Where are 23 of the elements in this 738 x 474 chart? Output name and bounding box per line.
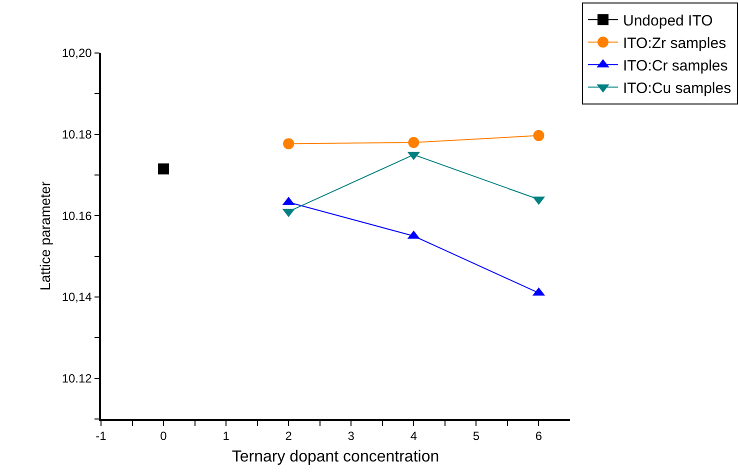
y-tick-label: 10.12 <box>62 372 92 386</box>
x-tick-label: 6 <box>535 429 542 444</box>
point <box>158 163 170 174</box>
x-tick-label: 1 <box>222 429 230 444</box>
x-axis-title: Ternary dopant concentration <box>232 448 440 466</box>
x-tick-label: 4 <box>410 429 418 444</box>
x-tick-label: 0 <box>160 429 168 444</box>
y-tick-label: 10.16 <box>62 208 92 223</box>
x-tick-label: 5 <box>472 429 480 444</box>
point <box>408 136 420 148</box>
legend-label: ITO:Cu samples <box>623 80 732 97</box>
y-axis-title: Lattice parameter <box>36 181 53 290</box>
x-tick-label: 3 <box>348 429 355 444</box>
y-tick-label: 10.18 <box>62 128 92 142</box>
x-tick-label: 2 <box>285 429 292 444</box>
legend-label: ITO:Zr samples <box>623 34 726 52</box>
x-tick-label: -1 <box>96 429 107 444</box>
legend-label: ITO:Cr samples <box>623 57 728 74</box>
legend-label: Undoped ITO <box>623 12 713 30</box>
y-tick-label: 10,20 <box>62 46 92 60</box>
point <box>533 130 544 142</box>
y-tick-label: 10,14 <box>62 290 92 304</box>
point <box>283 138 294 150</box>
